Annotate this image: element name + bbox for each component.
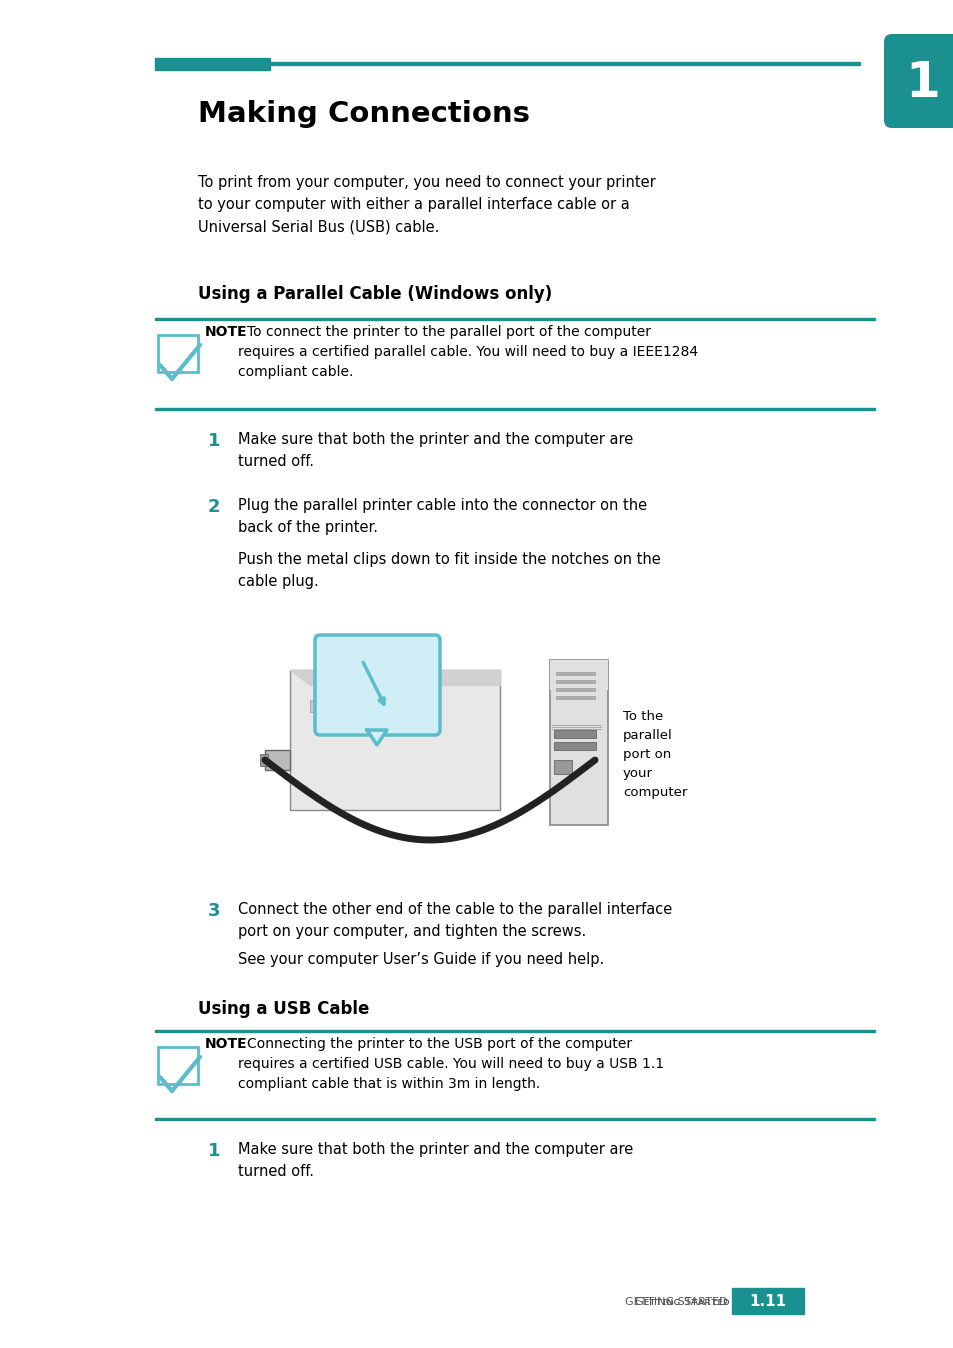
Text: 1: 1 bbox=[904, 59, 940, 106]
Text: See your computer User’s Guide if you need help.: See your computer User’s Guide if you ne… bbox=[237, 952, 603, 967]
FancyBboxPatch shape bbox=[883, 34, 953, 128]
Text: Using a USB Cable: Using a USB Cable bbox=[198, 1000, 369, 1018]
Text: Using a Parallel Cable (Windows only): Using a Parallel Cable (Windows only) bbox=[198, 284, 552, 303]
Bar bbox=[290, 670, 499, 810]
Bar bbox=[310, 700, 370, 712]
Text: 3: 3 bbox=[208, 902, 220, 919]
Text: 1.11: 1.11 bbox=[749, 1294, 785, 1309]
Bar bbox=[554, 741, 596, 749]
Polygon shape bbox=[290, 670, 499, 685]
Text: GETTING STARTED: GETTING STARTED bbox=[625, 1297, 727, 1308]
Bar bbox=[154, 1030, 874, 1031]
Text: Gᴇᴛᴛɪɴɢ Sᴛᴀʀᴛᴇᴅ: Gᴇᴛᴛɪɴɢ Sᴛᴀʀᴛᴇᴅ bbox=[635, 1297, 729, 1308]
Text: : Connecting the printer to the USB port of the computer
requires a certified US: : Connecting the printer to the USB port… bbox=[237, 1037, 663, 1091]
Text: 1: 1 bbox=[208, 431, 220, 450]
Bar bbox=[154, 1117, 874, 1119]
Bar bbox=[158, 336, 198, 372]
FancyBboxPatch shape bbox=[314, 635, 439, 735]
Text: To the
parallel
port on
your
computer: To the parallel port on your computer bbox=[622, 710, 687, 799]
Text: Push the metal clips down to fit inside the notches on the
cable plug.: Push the metal clips down to fit inside … bbox=[237, 551, 660, 589]
Bar bbox=[554, 731, 596, 737]
Bar bbox=[154, 318, 874, 319]
Bar bbox=[158, 1047, 198, 1084]
Bar bbox=[556, 673, 596, 675]
Text: Connect the other end of the cable to the parallel interface
port on your comput: Connect the other end of the cable to th… bbox=[237, 902, 672, 940]
Bar bbox=[556, 696, 596, 700]
Text: Make sure that both the printer and the computer are
turned off.: Make sure that both the printer and the … bbox=[237, 431, 633, 469]
Bar bbox=[270, 62, 859, 65]
Bar bbox=[556, 679, 596, 683]
FancyBboxPatch shape bbox=[550, 661, 607, 690]
Polygon shape bbox=[367, 731, 387, 745]
Bar bbox=[550, 661, 607, 825]
Bar bbox=[154, 58, 270, 70]
Text: Plug the parallel printer cable into the connector on the
back of the printer.: Plug the parallel printer cable into the… bbox=[237, 497, 646, 535]
Text: NOTE: NOTE bbox=[205, 325, 248, 338]
Text: 1: 1 bbox=[208, 1142, 220, 1161]
Text: 2: 2 bbox=[208, 497, 220, 516]
Bar bbox=[554, 760, 572, 774]
Bar bbox=[556, 687, 596, 692]
Bar bbox=[731, 1287, 803, 1314]
Bar bbox=[260, 754, 268, 766]
Bar bbox=[154, 408, 874, 410]
Text: : To connect the printer to the parallel port of the computer
requires a certifi: : To connect the printer to the parallel… bbox=[237, 325, 698, 379]
Text: Making Connections: Making Connections bbox=[198, 100, 530, 128]
Text: Make sure that both the printer and the computer are
turned off.: Make sure that both the printer and the … bbox=[237, 1142, 633, 1180]
Bar bbox=[265, 749, 290, 770]
Text: NOTE: NOTE bbox=[205, 1037, 248, 1051]
Text: To print from your computer, you need to connect your printer
to your computer w: To print from your computer, you need to… bbox=[198, 175, 655, 235]
